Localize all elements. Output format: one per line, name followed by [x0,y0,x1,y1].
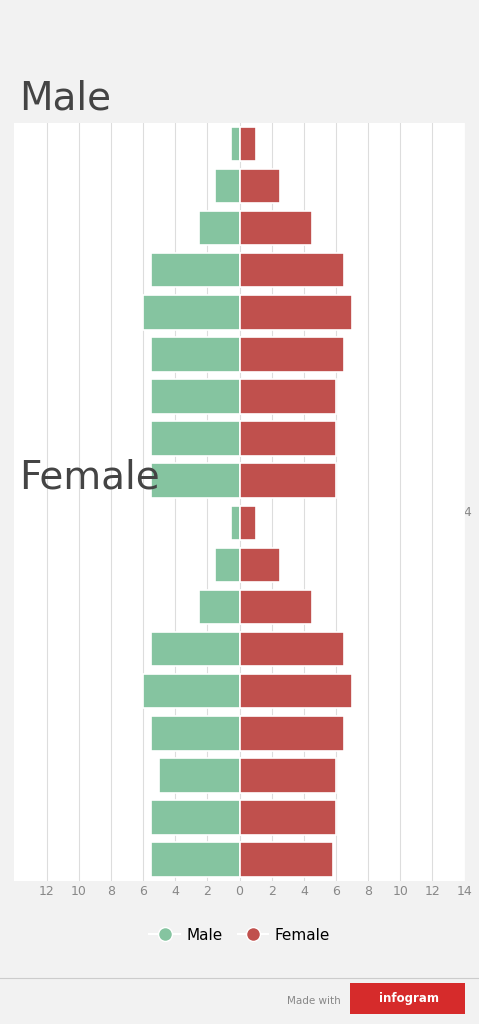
Bar [240,674,352,709]
Bar [240,211,312,246]
Text: Male: Male [19,80,111,118]
Bar [240,379,336,414]
Bar [151,337,240,372]
Bar [240,632,344,667]
Bar [151,379,240,414]
Text: Made with: Made with [287,996,341,1007]
Bar [240,590,312,625]
Bar [240,253,344,288]
Bar [151,632,240,667]
Bar [240,337,344,372]
Bar [216,548,240,583]
Bar [240,506,256,540]
Bar [143,295,240,330]
Bar [240,843,333,877]
Text: infogram: infogram [379,992,439,1005]
Bar [143,674,240,709]
Bar [199,211,240,246]
Bar [231,506,240,540]
Bar [151,421,240,456]
Bar [151,253,240,288]
Legend: Male, Female: Male, Female [143,922,336,949]
Bar [151,843,240,877]
Bar [240,548,280,583]
Bar [159,758,240,793]
Bar [240,716,344,751]
Bar [240,758,336,793]
Bar [240,800,336,835]
Bar [240,169,280,204]
Bar [151,464,240,498]
Bar [240,464,336,498]
Bar [151,800,240,835]
Bar [151,716,240,751]
Bar [216,169,240,204]
Bar [231,127,240,161]
Text: Female: Female [19,459,160,497]
Legend: Male, Female: Male, Female [143,543,336,570]
Bar [240,295,352,330]
Bar [240,127,256,161]
Bar [199,590,240,625]
Bar [240,421,336,456]
